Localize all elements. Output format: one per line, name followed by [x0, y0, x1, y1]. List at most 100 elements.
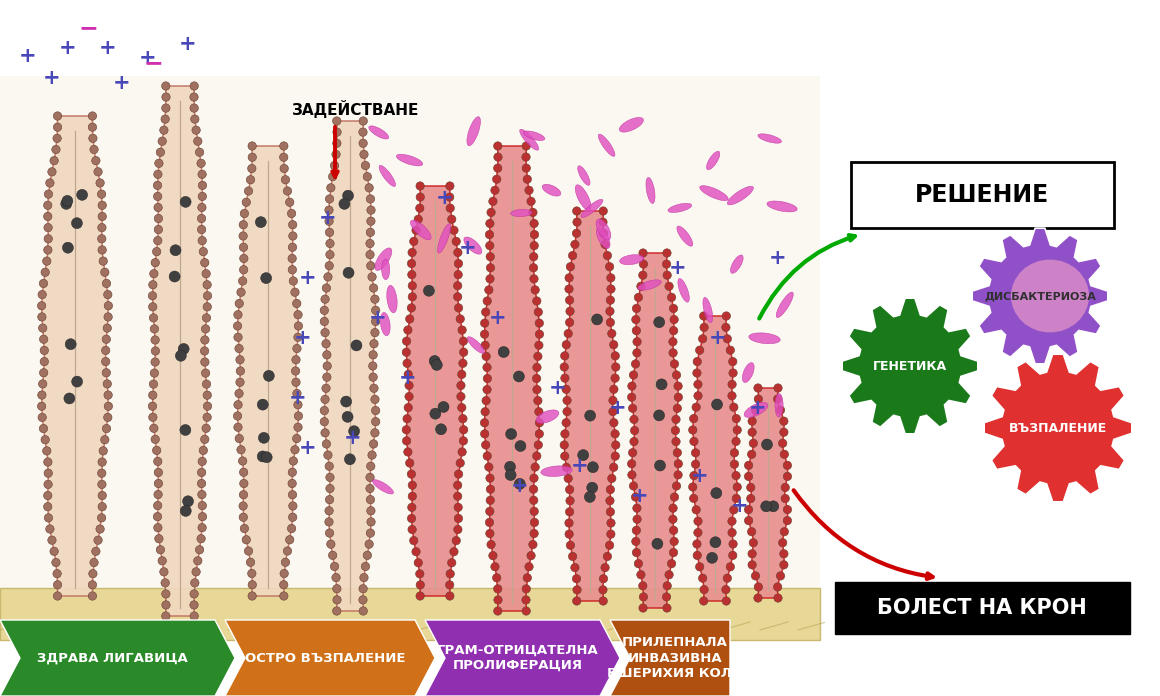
Circle shape	[524, 562, 534, 571]
Circle shape	[367, 195, 375, 203]
Circle shape	[448, 559, 456, 567]
Polygon shape	[693, 316, 737, 601]
Circle shape	[484, 374, 492, 383]
Circle shape	[657, 379, 667, 390]
Circle shape	[731, 460, 739, 468]
Circle shape	[150, 325, 159, 333]
Circle shape	[292, 434, 300, 443]
Circle shape	[326, 484, 334, 493]
Text: +: +	[100, 38, 117, 58]
Circle shape	[370, 340, 378, 348]
Circle shape	[409, 537, 418, 545]
Circle shape	[41, 268, 50, 276]
Circle shape	[195, 148, 204, 157]
Ellipse shape	[619, 255, 644, 264]
Circle shape	[151, 347, 160, 355]
Circle shape	[505, 461, 515, 473]
Circle shape	[97, 514, 106, 522]
Circle shape	[44, 491, 52, 500]
Circle shape	[563, 407, 571, 416]
Circle shape	[652, 538, 662, 549]
Circle shape	[690, 437, 698, 445]
Circle shape	[745, 505, 753, 514]
Circle shape	[748, 561, 756, 569]
Circle shape	[607, 296, 615, 304]
Circle shape	[565, 274, 573, 282]
Circle shape	[578, 450, 588, 461]
Circle shape	[368, 273, 376, 281]
Polygon shape	[238, 146, 298, 596]
Circle shape	[672, 416, 680, 424]
Circle shape	[457, 393, 465, 401]
Text: −: −	[143, 51, 162, 75]
Circle shape	[242, 198, 251, 207]
Circle shape	[44, 469, 52, 477]
Circle shape	[197, 468, 205, 477]
Circle shape	[606, 307, 614, 315]
Circle shape	[532, 386, 542, 394]
Circle shape	[180, 505, 191, 516]
Circle shape	[291, 367, 299, 375]
Ellipse shape	[382, 259, 390, 280]
Bar	[825, 66, 1160, 626]
Circle shape	[321, 329, 329, 337]
Circle shape	[50, 157, 58, 165]
Circle shape	[325, 206, 333, 214]
Circle shape	[96, 179, 104, 187]
Circle shape	[153, 181, 161, 189]
Circle shape	[97, 469, 106, 477]
Circle shape	[289, 221, 297, 229]
Circle shape	[44, 480, 52, 489]
Circle shape	[493, 585, 502, 593]
Circle shape	[599, 218, 607, 226]
Circle shape	[103, 290, 113, 299]
Circle shape	[608, 329, 616, 338]
Circle shape	[754, 395, 762, 403]
Ellipse shape	[727, 187, 753, 205]
Circle shape	[531, 286, 539, 294]
Circle shape	[182, 496, 194, 507]
Circle shape	[416, 592, 425, 600]
Circle shape	[587, 482, 597, 493]
Circle shape	[365, 184, 374, 192]
Circle shape	[321, 340, 331, 348]
Circle shape	[103, 413, 113, 422]
Circle shape	[706, 553, 718, 563]
Circle shape	[530, 275, 538, 283]
Circle shape	[522, 142, 530, 150]
Ellipse shape	[1012, 260, 1089, 333]
Circle shape	[202, 424, 210, 432]
Circle shape	[723, 312, 731, 320]
Circle shape	[672, 426, 680, 435]
Circle shape	[158, 137, 166, 145]
Circle shape	[522, 596, 530, 604]
Circle shape	[571, 240, 579, 248]
Circle shape	[320, 317, 328, 326]
Circle shape	[239, 277, 247, 285]
Circle shape	[696, 346, 704, 354]
Circle shape	[293, 310, 303, 319]
Circle shape	[693, 358, 702, 366]
Circle shape	[445, 569, 455, 578]
Circle shape	[522, 607, 530, 615]
Circle shape	[747, 483, 755, 491]
Circle shape	[60, 198, 72, 209]
Circle shape	[190, 82, 198, 90]
Circle shape	[342, 411, 353, 422]
Circle shape	[733, 483, 741, 491]
Circle shape	[523, 574, 531, 582]
Circle shape	[730, 505, 738, 514]
Circle shape	[198, 457, 206, 466]
Circle shape	[745, 472, 753, 481]
Ellipse shape	[372, 480, 393, 494]
Circle shape	[632, 304, 640, 313]
Circle shape	[778, 539, 786, 547]
Circle shape	[747, 494, 755, 503]
Polygon shape	[325, 121, 376, 611]
Circle shape	[285, 535, 293, 544]
Circle shape	[38, 413, 46, 422]
Circle shape	[289, 243, 297, 251]
Circle shape	[454, 481, 462, 489]
Circle shape	[258, 451, 268, 462]
Text: БОЛЕСТ НА КРОН: БОЛЕСТ НА КРОН	[877, 598, 1087, 618]
